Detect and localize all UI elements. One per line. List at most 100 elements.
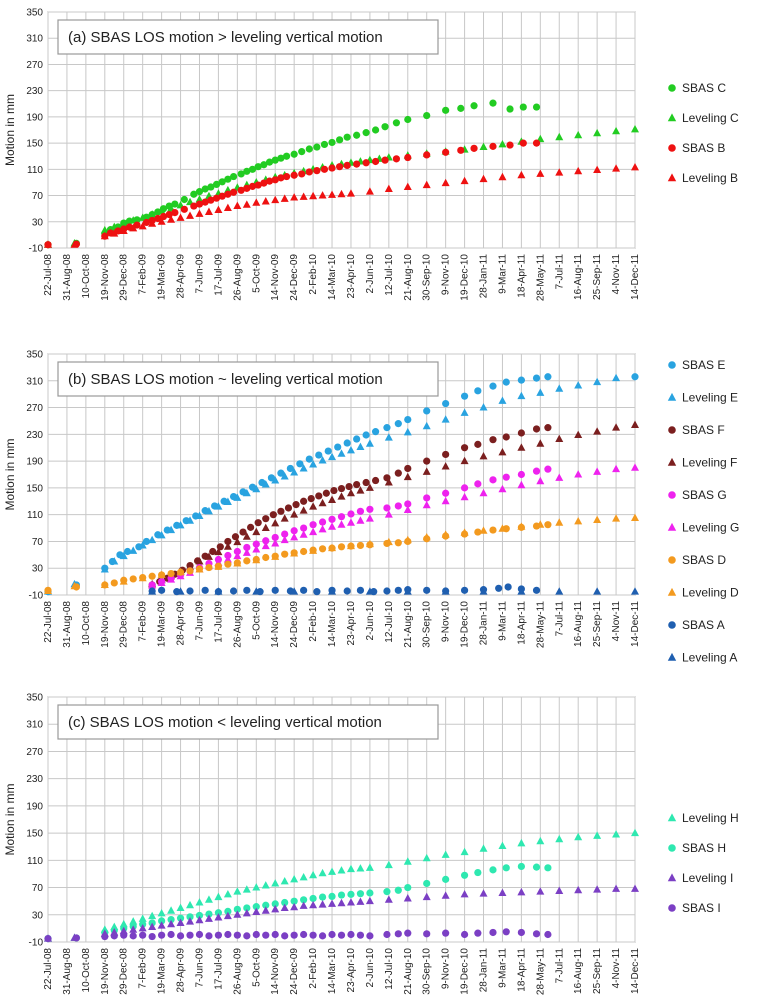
- chart-title-box: (b) SBAS LOS motion ~ leveling vertical …: [57, 361, 439, 397]
- y-tick-label: 30: [32, 217, 44, 228]
- data-point: [254, 163, 262, 171]
- data-point: [346, 518, 355, 526]
- data-point: [262, 901, 270, 909]
- legend-marker: [667, 652, 677, 661]
- data-point: [44, 934, 52, 943]
- x-tick-label: 9-Mar-11: [497, 601, 508, 641]
- data-point: [422, 892, 431, 901]
- legend-marker: [668, 144, 676, 152]
- data-point: [157, 909, 166, 917]
- legend-marker: [668, 556, 676, 564]
- data-point: [218, 178, 226, 186]
- data-point: [280, 514, 289, 522]
- data-point: [479, 889, 488, 897]
- chart-panel-2: -10 30 70 110 150 190 230 270 310 350 22-Jul-08 31-…: [3, 693, 739, 996]
- x-tick-label: 21-Aug-10: [403, 601, 414, 648]
- data-point: [72, 934, 81, 942]
- data-point: [593, 467, 602, 475]
- data-point: [233, 201, 242, 210]
- data-point: [383, 930, 391, 939]
- data-point: [353, 131, 361, 139]
- data-point: [532, 103, 541, 111]
- legend-marker: [667, 457, 677, 466]
- data-point: [366, 505, 374, 513]
- data-point: [243, 557, 251, 565]
- data-point: [138, 923, 147, 932]
- data-point: [517, 376, 525, 384]
- legend-label: Leveling I: [682, 871, 733, 885]
- data-point: [176, 213, 185, 221]
- data-point: [195, 188, 204, 196]
- data-point: [205, 932, 213, 940]
- data-point: [532, 139, 541, 147]
- data-point: [204, 506, 213, 515]
- data-point: [254, 181, 262, 189]
- x-tick-label: 23-Apr-10: [346, 948, 357, 993]
- data-point: [271, 533, 279, 542]
- y-tick-label: -10: [29, 244, 44, 255]
- data-point: [195, 915, 204, 924]
- x-tick-label: 9-Nov-10: [441, 948, 452, 990]
- data-point: [574, 381, 583, 389]
- data-point: [320, 165, 329, 173]
- data-point: [442, 929, 450, 937]
- x-tick-label: 29-Dec-08: [119, 948, 130, 995]
- data-point: [281, 932, 289, 940]
- data-point: [110, 557, 119, 565]
- x-tick-label: 14-Dec-11: [630, 948, 641, 994]
- y-tick-label: -10: [29, 938, 44, 949]
- data-point: [252, 907, 261, 916]
- data-point: [243, 167, 251, 175]
- x-tick-label: 4-Nov-11: [611, 601, 622, 642]
- data-point: [489, 142, 497, 150]
- x-tick-label: 9-Nov-10: [441, 254, 452, 296]
- data-point: [114, 227, 122, 235]
- data-point: [224, 175, 232, 183]
- data-point: [307, 495, 315, 503]
- data-point: [504, 583, 512, 591]
- data-point: [392, 119, 401, 127]
- data-point: [224, 537, 232, 546]
- data-point: [309, 894, 317, 903]
- data-point: [353, 480, 361, 489]
- data-point: [346, 189, 355, 197]
- y-tick-label: 190: [26, 801, 43, 812]
- data-point: [371, 476, 380, 485]
- data-point: [536, 520, 545, 528]
- data-point: [544, 864, 552, 872]
- x-tick-label: 9-Mar-11: [497, 254, 508, 294]
- data-point: [403, 535, 412, 544]
- data-point: [362, 478, 370, 487]
- data-point: [318, 191, 327, 199]
- data-point: [138, 914, 147, 922]
- x-tick-label: 30-Sep-10: [422, 601, 433, 648]
- data-point: [277, 469, 285, 477]
- data-point: [252, 587, 261, 595]
- x-tick-label: 14-Mar-10: [327, 601, 338, 648]
- legend-label: SBAS A: [682, 618, 725, 632]
- x-tick-label: 12-Jul-10: [384, 254, 395, 296]
- legend-marker: [667, 173, 677, 182]
- data-point: [362, 129, 370, 137]
- data-point: [422, 467, 431, 475]
- y-tick-label: 150: [26, 829, 43, 840]
- data-point: [157, 570, 166, 578]
- data-point: [343, 133, 351, 141]
- y-tick-label: 230: [26, 430, 43, 441]
- legend-label: Leveling H: [682, 811, 739, 825]
- x-tick-label: 12-Jul-10: [384, 601, 395, 643]
- data-point: [262, 553, 270, 562]
- data-point: [502, 928, 510, 936]
- data-point: [517, 862, 525, 871]
- data-point: [154, 214, 162, 223]
- data-point: [260, 161, 268, 169]
- data-point: [517, 587, 526, 595]
- x-tick-label: 5-Oct-09: [251, 601, 262, 640]
- data-point: [204, 895, 213, 903]
- data-point: [328, 495, 337, 503]
- data-point: [517, 443, 526, 451]
- data-point: [366, 889, 374, 897]
- data-point: [383, 424, 391, 432]
- legend-marker: [668, 844, 676, 852]
- data-point: [252, 527, 261, 536]
